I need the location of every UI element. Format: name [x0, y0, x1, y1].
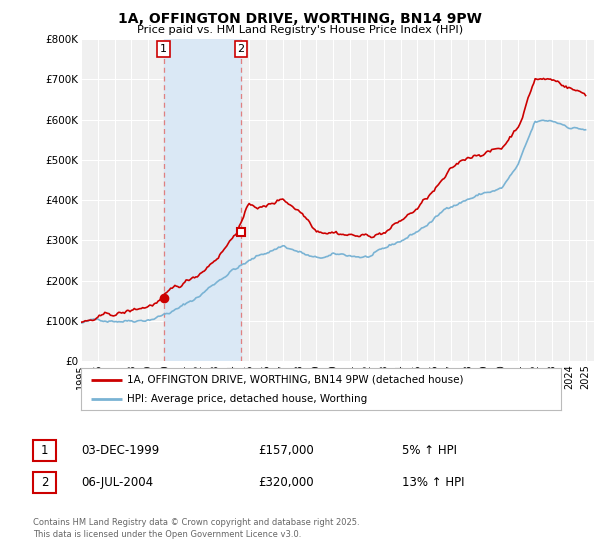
Text: HPI: Average price, detached house, Worthing: HPI: Average price, detached house, Wort… — [127, 394, 367, 404]
Bar — [164, 39, 241, 361]
Text: Price paid vs. HM Land Registry's House Price Index (HPI): Price paid vs. HM Land Registry's House … — [137, 25, 463, 35]
Text: 2: 2 — [238, 44, 245, 54]
Text: Contains HM Land Registry data © Crown copyright and database right 2025.
This d: Contains HM Land Registry data © Crown c… — [33, 518, 359, 539]
Text: 1: 1 — [160, 44, 167, 54]
Text: 2: 2 — [41, 476, 48, 489]
Text: 1A, OFFINGTON DRIVE, WORTHING, BN14 9PW (detached house): 1A, OFFINGTON DRIVE, WORTHING, BN14 9PW … — [127, 375, 463, 385]
Text: 03-DEC-1999: 03-DEC-1999 — [81, 444, 159, 458]
Text: £320,000: £320,000 — [258, 476, 314, 489]
Text: 1: 1 — [41, 444, 48, 458]
Text: 1A, OFFINGTON DRIVE, WORTHING, BN14 9PW: 1A, OFFINGTON DRIVE, WORTHING, BN14 9PW — [118, 12, 482, 26]
Text: 06-JUL-2004: 06-JUL-2004 — [81, 476, 153, 489]
Text: 5% ↑ HPI: 5% ↑ HPI — [402, 444, 457, 458]
Text: £157,000: £157,000 — [258, 444, 314, 458]
Text: 13% ↑ HPI: 13% ↑ HPI — [402, 476, 464, 489]
